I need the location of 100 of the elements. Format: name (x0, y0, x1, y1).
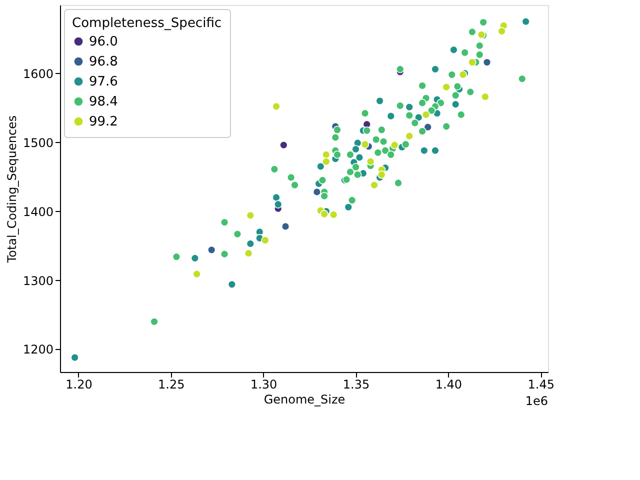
point (322, 150, 330, 159)
point (261, 236, 270, 244)
x-tick-label: 1.45 (528, 378, 554, 392)
y-tick-label: 1400 (22, 204, 54, 219)
legend-label: 99.2 (89, 114, 118, 130)
point (362, 126, 371, 135)
point (354, 170, 362, 179)
point (244, 249, 253, 258)
point (246, 211, 254, 220)
point (374, 148, 382, 157)
point (290, 180, 299, 190)
point (329, 210, 338, 219)
point (220, 250, 229, 258)
point (386, 112, 395, 120)
point (280, 140, 288, 150)
point (370, 180, 378, 190)
point (451, 100, 460, 108)
point (346, 168, 354, 176)
point (348, 196, 356, 204)
point (418, 82, 426, 90)
point (427, 106, 436, 115)
point (422, 110, 430, 119)
point (190, 254, 200, 262)
point (431, 146, 440, 155)
point (318, 176, 327, 184)
point (360, 109, 370, 118)
point (460, 48, 469, 57)
point (479, 18, 488, 26)
point (344, 203, 352, 212)
point (381, 146, 390, 155)
point (450, 46, 458, 54)
x-tick-label: 1.25 (158, 378, 185, 392)
text: 1e6 (525, 394, 548, 408)
point (405, 132, 414, 140)
point (442, 122, 450, 131)
point (402, 140, 410, 148)
point (333, 150, 342, 159)
point (192, 270, 201, 278)
point (418, 127, 426, 136)
point (378, 170, 386, 179)
point (457, 110, 466, 119)
point (482, 58, 492, 66)
point (396, 65, 404, 74)
point (518, 74, 526, 83)
legend-label: 96.0 (89, 34, 118, 50)
point (150, 318, 158, 326)
point (333, 126, 342, 134)
point (476, 50, 484, 59)
point (172, 252, 181, 261)
point (70, 353, 79, 362)
y-tick-label: 1600 (22, 66, 54, 81)
legend-label: 98.4 (89, 94, 118, 110)
point (220, 218, 229, 226)
y-tick-label: 1200 (22, 342, 54, 357)
point (228, 280, 236, 288)
point (355, 153, 364, 162)
point (352, 163, 360, 172)
x-tick-label: 1.35 (342, 378, 370, 392)
point (281, 222, 290, 231)
point (442, 82, 450, 92)
point (466, 88, 474, 96)
point (379, 137, 388, 146)
x-axis-title: Genome_Size (264, 392, 346, 406)
point (394, 178, 402, 188)
x-tick-label: 1.40 (435, 378, 462, 392)
x-tick-label: 1.30 (250, 378, 278, 392)
point (331, 133, 340, 142)
point (386, 150, 395, 159)
point (448, 70, 456, 79)
point (453, 82, 462, 91)
legend-title: Completeness_Specific (72, 16, 222, 31)
point (522, 17, 530, 26)
point (207, 246, 216, 254)
point (390, 140, 399, 150)
legend-label: 97.6 (89, 74, 118, 90)
point (272, 102, 280, 111)
legend-label: 96.8 (89, 54, 118, 70)
point (233, 230, 242, 238)
point (270, 165, 279, 174)
y-axis-title: Total_Coding_Sequences (4, 115, 19, 264)
y-tick-label: 1500 (22, 136, 54, 150)
point (451, 91, 460, 100)
point (396, 102, 404, 110)
point (424, 123, 432, 132)
y-tick-label: 1300 (22, 274, 54, 288)
point (272, 193, 280, 202)
point (410, 118, 420, 128)
point (498, 27, 506, 36)
point (352, 145, 360, 154)
point (320, 192, 328, 200)
point (431, 65, 440, 74)
point (418, 98, 426, 108)
point (481, 92, 490, 101)
point (360, 140, 370, 148)
point (366, 157, 375, 166)
point (286, 173, 296, 182)
point (405, 102, 414, 112)
point (312, 188, 322, 196)
point (468, 58, 476, 66)
point (476, 42, 484, 50)
